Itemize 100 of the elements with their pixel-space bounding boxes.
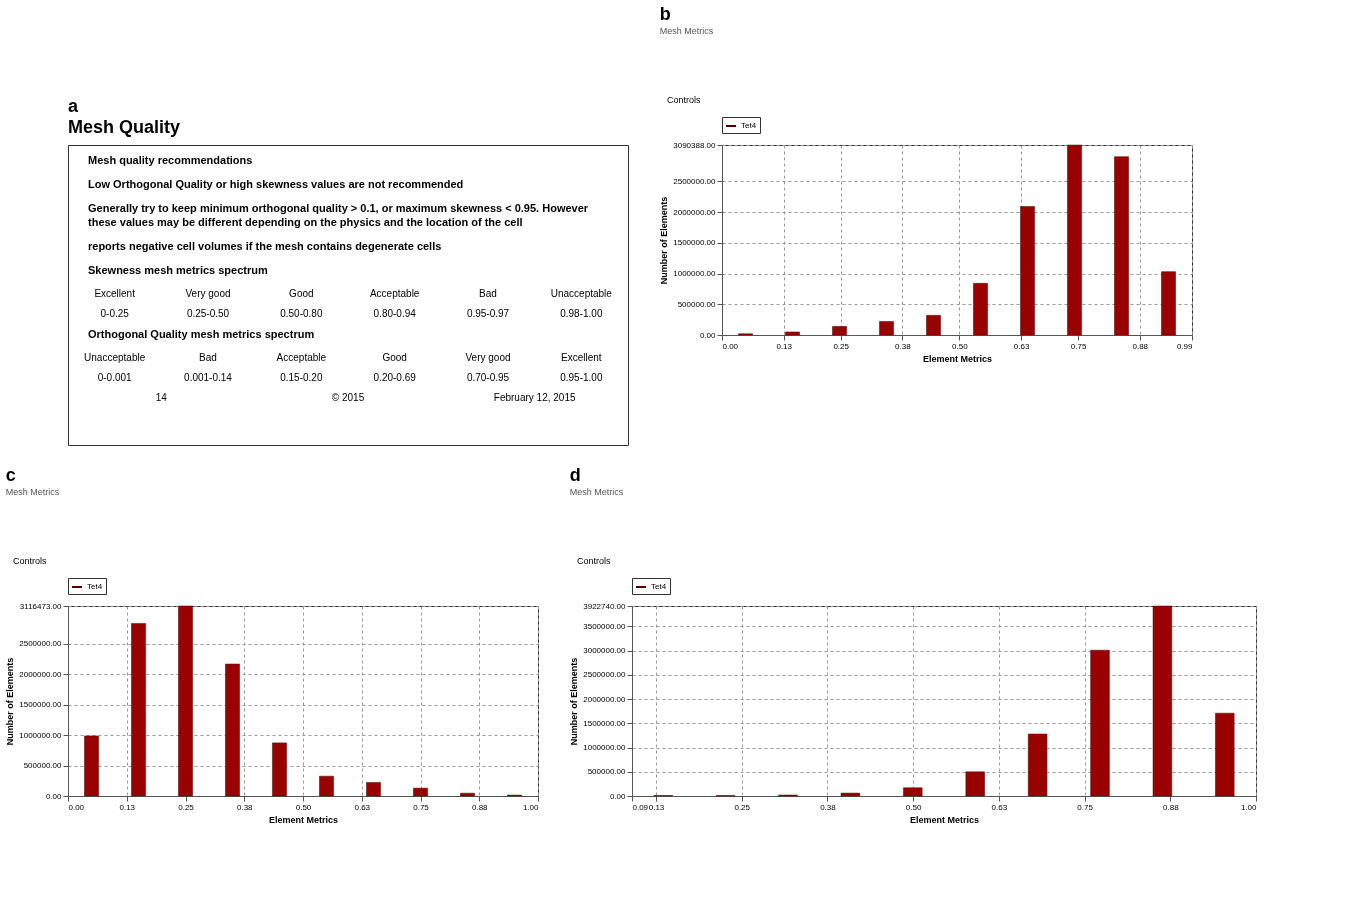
y-tick-label: 1500000.00 bbox=[19, 700, 63, 710]
y-tick-label: 3500000.00 bbox=[583, 621, 627, 631]
y-axis-title: Number of Elements bbox=[569, 657, 580, 746]
x-tick-label: 1.00 bbox=[1240, 802, 1258, 812]
text: Unacceptable bbox=[550, 288, 613, 299]
y-tick-label: 0.00 bbox=[45, 791, 63, 801]
text: 0.98-1.00 bbox=[560, 308, 603, 319]
y-tick-label: 1500000.00 bbox=[673, 238, 717, 248]
y-axis-title: Number of Elements bbox=[659, 196, 670, 285]
x-tick-label: 0.38 bbox=[236, 802, 254, 812]
x-tick-label: 0.75 bbox=[1070, 341, 1087, 351]
x-tick-label: 0.50 bbox=[905, 802, 922, 812]
y-tick-label: 2000000.00 bbox=[19, 669, 63, 679]
text: 0.70-0.95 bbox=[466, 372, 510, 383]
x-axis-title: Element Metrics bbox=[909, 814, 980, 825]
text: Bad bbox=[479, 288, 497, 299]
y-tick-label: 1000000.00 bbox=[19, 730, 63, 740]
x-tick-label: 0.50 bbox=[952, 341, 969, 351]
x-tick-label: 0.88 bbox=[1132, 341, 1149, 351]
x-axis-title: Element Metrics bbox=[922, 353, 993, 364]
y-axis-title: Number of Elements bbox=[5, 657, 16, 746]
text: Excellent bbox=[561, 352, 602, 363]
y-tick-label: 3116473.00 bbox=[19, 601, 63, 611]
legend-label: Tet4 bbox=[651, 582, 667, 591]
legend-label: Tet4 bbox=[741, 121, 757, 130]
text: 0.15-0.20 bbox=[280, 372, 323, 383]
x-tick-label: 0.99 bbox=[1176, 341, 1194, 351]
text: a bbox=[68, 96, 79, 116]
text: Acceptable bbox=[276, 352, 327, 363]
text: reports negative cell volumes if the mesh contains degenerate cells bbox=[88, 240, 442, 252]
y-tick-label: 2500000.00 bbox=[673, 176, 717, 186]
text: 0.25-0.50 bbox=[186, 308, 230, 319]
text: Controls bbox=[13, 556, 48, 566]
text: Generally try to keep minimum orthogonal quality > 0.1, or maximum skewness < 0.95. However these values may be different depending on the physics and the location of the cell bbox=[88, 202, 589, 228]
text: 14 bbox=[155, 392, 168, 403]
y-tick-label: 0.00 bbox=[609, 791, 627, 801]
x-tick-label: 1.00 bbox=[522, 802, 540, 812]
y-tick-label: 2000000.00 bbox=[673, 207, 717, 217]
y-tick-label: 500000.00 bbox=[587, 767, 627, 777]
legend-label: Tet4 bbox=[87, 582, 103, 591]
chart-title: d bbox=[569, 465, 581, 485]
text: Controls bbox=[577, 556, 612, 566]
y-tick-label: 2500000.00 bbox=[583, 670, 627, 680]
text: Skewness mesh metrics spectrum bbox=[88, 264, 268, 276]
x-tick-label: 0.63 bbox=[991, 802, 1008, 812]
text: February 12, 2015 bbox=[493, 392, 576, 403]
x-tick-label: 0.88 bbox=[471, 802, 489, 812]
y-tick-label: 500000.00 bbox=[677, 299, 717, 309]
text: Mesh Quality bbox=[68, 117, 181, 137]
text: 0.20-0.69 bbox=[373, 372, 417, 383]
x-tick-label: 0.38 bbox=[820, 802, 837, 812]
x-tick-label: 0.13 bbox=[648, 802, 665, 812]
text: © 2015 bbox=[331, 392, 365, 403]
text: Very good bbox=[465, 352, 511, 363]
x-tick-label: 0.00 bbox=[722, 341, 739, 351]
x-tick-label: 0.25 bbox=[734, 802, 751, 812]
text: Orthogonal Quality mesh metrics spectrum bbox=[88, 328, 315, 340]
x-tick-label: 0.63 bbox=[354, 802, 371, 812]
text: Excellent bbox=[94, 288, 136, 299]
chart-title: b bbox=[659, 4, 671, 24]
y-tick-label: 3090388.00 bbox=[673, 140, 717, 150]
text: 0-0.001 bbox=[97, 372, 133, 383]
x-tick-label: 0.75 bbox=[413, 802, 430, 812]
chart-subtitle: Mesh Metrics bbox=[5, 487, 60, 497]
x-tick-label: 0.63 bbox=[1013, 341, 1030, 351]
x-tick-label: 0.50 bbox=[295, 802, 312, 812]
text: Very good bbox=[185, 288, 231, 299]
x-tick-label: 0.75 bbox=[1077, 802, 1094, 812]
y-tick-label: 3000000.00 bbox=[583, 646, 627, 656]
text: 0.50-0.80 bbox=[280, 308, 323, 319]
text: Controls bbox=[667, 95, 702, 105]
x-tick-label: 0.88 bbox=[1163, 802, 1180, 812]
chart-title: c bbox=[5, 465, 16, 485]
chart-subtitle: Mesh Metrics bbox=[569, 487, 624, 497]
y-tick-label: 1000000.00 bbox=[583, 743, 627, 753]
x-axis-title: Element Metrics bbox=[268, 814, 339, 825]
x-tick-label: 0.25 bbox=[178, 802, 195, 812]
text: Bad bbox=[199, 352, 217, 363]
chart-subtitle: Mesh Metrics bbox=[659, 26, 714, 36]
y-tick-label: 500000.00 bbox=[23, 761, 63, 771]
text: 0.95-0.97 bbox=[466, 308, 510, 319]
y-tick-label: 1000000.00 bbox=[673, 269, 717, 279]
text: Good bbox=[382, 352, 407, 363]
x-tick-label: 0.25 bbox=[833, 341, 850, 351]
text: Unacceptable bbox=[84, 352, 146, 363]
text: 0-0.25 bbox=[100, 308, 130, 319]
y-tick-label: 0.00 bbox=[699, 330, 717, 340]
text: 0.80-0.94 bbox=[373, 308, 417, 319]
y-tick-label: 1500000.00 bbox=[583, 718, 627, 728]
x-tick-label: 0.09 bbox=[632, 802, 649, 812]
x-tick-label: 0.13 bbox=[119, 802, 136, 812]
y-tick-label: 2000000.00 bbox=[583, 694, 627, 704]
text: Low Orthogonal Quality or high skewness values are not recommended bbox=[88, 178, 464, 190]
x-tick-label: 0.38 bbox=[895, 341, 912, 351]
text: Acceptable bbox=[369, 288, 420, 299]
y-tick-label: 2500000.00 bbox=[19, 639, 63, 649]
y-tick-label: 3922740.00 bbox=[583, 601, 627, 611]
x-tick-label: 0.00 bbox=[68, 802, 85, 812]
text: Good bbox=[289, 288, 314, 299]
text: 0.95-1.00 bbox=[560, 372, 603, 383]
